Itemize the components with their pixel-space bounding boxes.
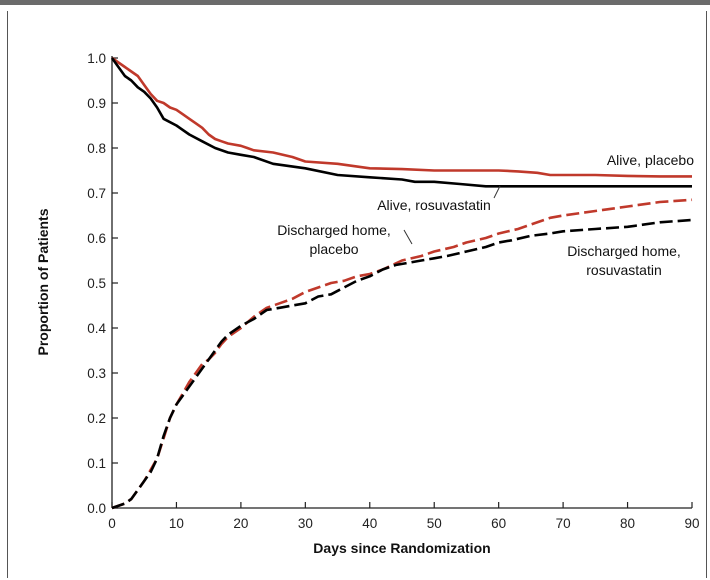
y-tick-label: 0.1	[87, 456, 106, 471]
x-tick-label: 50	[427, 516, 442, 531]
annotation-label-4: rosuvastatin	[586, 262, 661, 278]
series-line-1	[111, 56, 692, 178]
x-tick-label: 80	[620, 516, 635, 531]
leader-line	[403, 229, 413, 245]
series-line-4	[111, 218, 693, 510]
y-tick-label: 0.2	[87, 411, 106, 426]
y-tick-label: 0.3	[87, 366, 106, 381]
x-tick-label: 70	[556, 516, 571, 531]
annotation-label-3: placebo	[309, 241, 358, 257]
annotation-label-3: Discharged home,	[277, 222, 391, 238]
chart-ticks: 0.0 0.1 0.2 0.3 0.4 0.5 0.6 0.7 0.8 0.9 1.0 0 10 20 30…	[87, 51, 699, 531]
y-tick-label: 0.8	[87, 141, 106, 156]
chart-axes	[111, 56, 692, 509]
annotation-label-1: Alive, placebo	[607, 152, 694, 168]
y-tick-label: 0.0	[87, 501, 106, 516]
y-tick-label: 0.6	[87, 231, 106, 246]
x-tick-label: 90	[684, 516, 699, 531]
chart-annotations: Alive, placebo Alive, rosuvastatin Dischar…	[277, 152, 694, 278]
y-tick-label: 0.4	[87, 321, 106, 336]
annotation-label-4: Discharged home,	[567, 243, 681, 259]
x-tick-label: 20	[233, 516, 248, 531]
annotation-label-2: Alive, rosuvastatin	[377, 197, 491, 213]
x-tick-label: 30	[298, 516, 313, 531]
leader-line	[493, 185, 501, 199]
y-axis-title: Proportion of Patients	[35, 208, 51, 355]
chart-series	[110, 56, 693, 510]
y-tick-label: 0.9	[87, 96, 106, 111]
y-tick-label: 1.0	[87, 51, 106, 66]
x-tick-label: 0	[108, 516, 116, 531]
top-rule	[0, 0, 710, 5]
x-tick-label: 40	[362, 516, 377, 531]
y-tick-label: 0.7	[87, 186, 106, 201]
x-axis-title: Days since Randomization	[313, 540, 490, 556]
figure-frame	[7, 11, 707, 578]
x-tick-label: 10	[169, 516, 184, 531]
series-line-2	[110, 57, 692, 188]
x-tick-label: 60	[491, 516, 506, 531]
y-tick-label: 0.5	[87, 276, 106, 291]
